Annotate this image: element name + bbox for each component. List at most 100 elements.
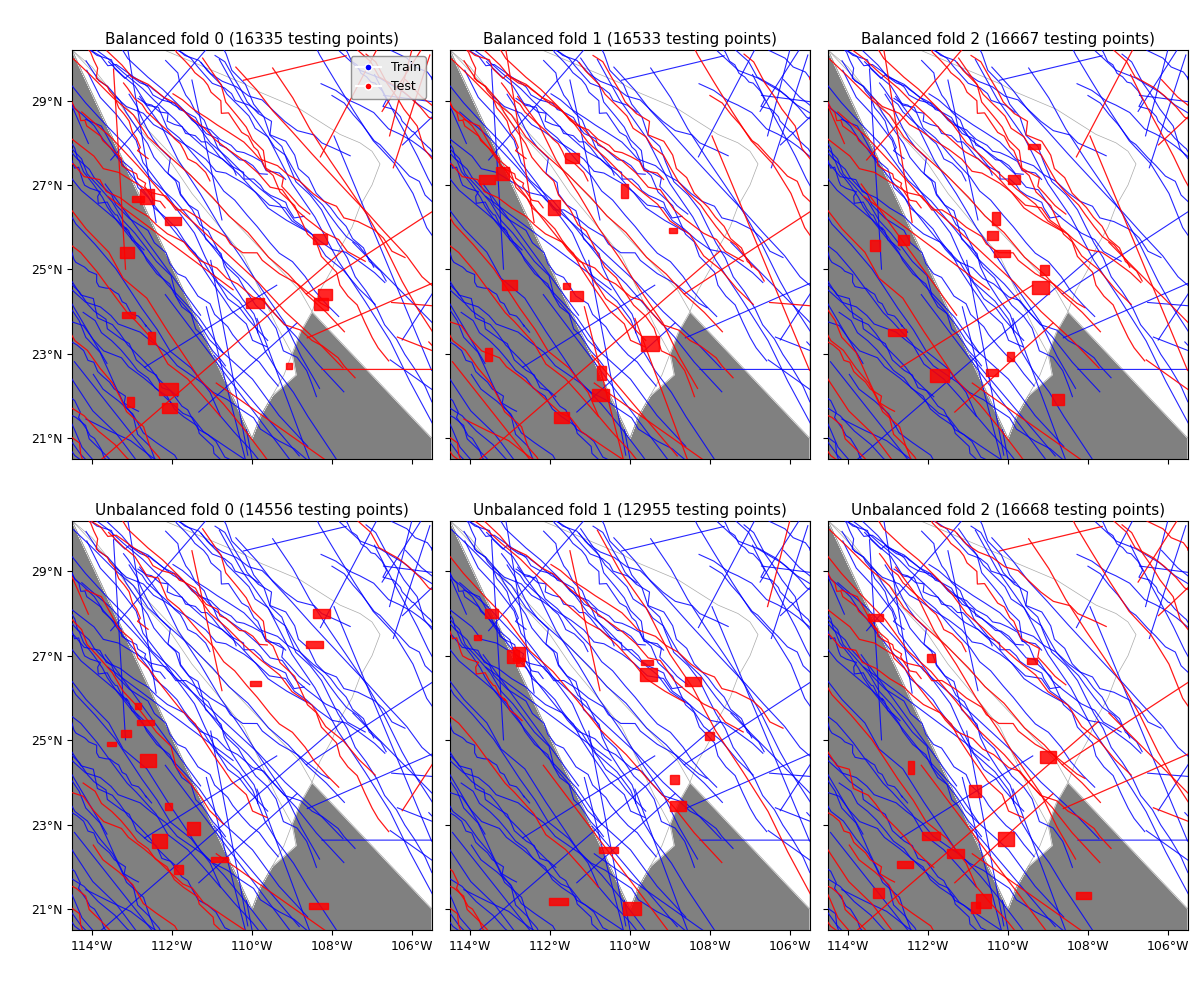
Polygon shape xyxy=(132,196,144,202)
Polygon shape xyxy=(148,332,155,344)
Polygon shape xyxy=(599,847,618,853)
Polygon shape xyxy=(565,153,578,163)
Polygon shape xyxy=(140,189,155,204)
Polygon shape xyxy=(620,184,628,198)
Polygon shape xyxy=(474,635,481,640)
Polygon shape xyxy=(286,363,293,369)
Polygon shape xyxy=(995,250,1010,257)
Polygon shape xyxy=(641,660,653,665)
Polygon shape xyxy=(1008,175,1020,184)
Polygon shape xyxy=(948,849,965,858)
Polygon shape xyxy=(828,521,1188,930)
Polygon shape xyxy=(547,200,560,215)
Polygon shape xyxy=(706,732,714,740)
Polygon shape xyxy=(107,742,115,746)
Polygon shape xyxy=(72,521,380,909)
Title: Unbalanced fold 2 (16668 testing points): Unbalanced fold 2 (16668 testing points) xyxy=(851,503,1165,518)
Polygon shape xyxy=(828,50,1188,459)
Polygon shape xyxy=(250,681,260,686)
Polygon shape xyxy=(868,614,883,621)
Polygon shape xyxy=(508,650,520,663)
Polygon shape xyxy=(828,521,1136,909)
Polygon shape xyxy=(1052,394,1064,405)
Polygon shape xyxy=(998,832,1014,846)
Polygon shape xyxy=(503,280,517,290)
Polygon shape xyxy=(134,703,142,709)
Polygon shape xyxy=(187,822,200,835)
Polygon shape xyxy=(670,801,686,811)
Polygon shape xyxy=(450,50,758,438)
Polygon shape xyxy=(923,832,941,840)
Polygon shape xyxy=(120,247,133,258)
Polygon shape xyxy=(1040,751,1056,763)
Polygon shape xyxy=(986,231,998,240)
Polygon shape xyxy=(1027,658,1037,664)
Polygon shape xyxy=(896,861,913,868)
Polygon shape xyxy=(563,283,570,289)
Polygon shape xyxy=(570,291,583,301)
Polygon shape xyxy=(160,383,179,395)
Polygon shape xyxy=(450,521,810,930)
Polygon shape xyxy=(977,894,991,908)
Polygon shape xyxy=(485,348,492,361)
Polygon shape xyxy=(72,521,432,930)
Polygon shape xyxy=(548,898,568,905)
Polygon shape xyxy=(246,298,264,308)
Polygon shape xyxy=(313,298,329,310)
Polygon shape xyxy=(685,677,702,686)
Polygon shape xyxy=(496,167,509,180)
Polygon shape xyxy=(127,397,134,407)
Polygon shape xyxy=(139,754,156,767)
Polygon shape xyxy=(888,329,906,336)
Polygon shape xyxy=(121,730,131,737)
Polygon shape xyxy=(991,212,1001,225)
Polygon shape xyxy=(968,785,980,797)
Title: Unbalanced fold 1 (12955 testing points): Unbalanced fold 1 (12955 testing points) xyxy=(473,503,787,518)
Polygon shape xyxy=(930,369,949,382)
Polygon shape xyxy=(1075,892,1091,899)
Polygon shape xyxy=(512,647,526,661)
Polygon shape xyxy=(668,228,677,233)
Polygon shape xyxy=(137,720,154,725)
Title: Balanced fold 2 (16667 testing points): Balanced fold 2 (16667 testing points) xyxy=(862,32,1154,47)
Polygon shape xyxy=(306,641,323,648)
Polygon shape xyxy=(516,658,523,666)
Polygon shape xyxy=(592,389,608,401)
Polygon shape xyxy=(928,654,935,662)
Title: Unbalanced fold 0 (14556 testing points): Unbalanced fold 0 (14556 testing points) xyxy=(95,503,409,518)
Polygon shape xyxy=(554,412,569,423)
Polygon shape xyxy=(986,369,997,376)
Polygon shape xyxy=(1040,265,1049,275)
Polygon shape xyxy=(72,50,380,438)
Polygon shape xyxy=(485,609,498,618)
Polygon shape xyxy=(164,803,173,810)
Polygon shape xyxy=(313,234,328,244)
Polygon shape xyxy=(870,240,880,251)
Polygon shape xyxy=(623,902,641,915)
Legend: Train, Test: Train, Test xyxy=(350,56,426,99)
Polygon shape xyxy=(164,217,181,225)
Polygon shape xyxy=(908,761,914,774)
Polygon shape xyxy=(641,668,658,681)
Polygon shape xyxy=(479,175,496,184)
Polygon shape xyxy=(671,775,679,784)
Polygon shape xyxy=(450,521,758,909)
Polygon shape xyxy=(308,903,328,909)
Polygon shape xyxy=(122,312,134,318)
Polygon shape xyxy=(1007,352,1014,361)
Polygon shape xyxy=(598,366,606,380)
Polygon shape xyxy=(162,403,178,413)
Polygon shape xyxy=(450,50,810,459)
Polygon shape xyxy=(971,902,980,913)
Polygon shape xyxy=(211,857,228,862)
Polygon shape xyxy=(152,834,167,848)
Polygon shape xyxy=(1032,281,1049,294)
Polygon shape xyxy=(874,888,884,898)
Polygon shape xyxy=(1028,144,1039,149)
Polygon shape xyxy=(828,50,1136,438)
Polygon shape xyxy=(312,609,330,618)
Polygon shape xyxy=(899,235,908,245)
Polygon shape xyxy=(318,289,331,300)
Polygon shape xyxy=(72,50,432,459)
Polygon shape xyxy=(642,336,659,351)
